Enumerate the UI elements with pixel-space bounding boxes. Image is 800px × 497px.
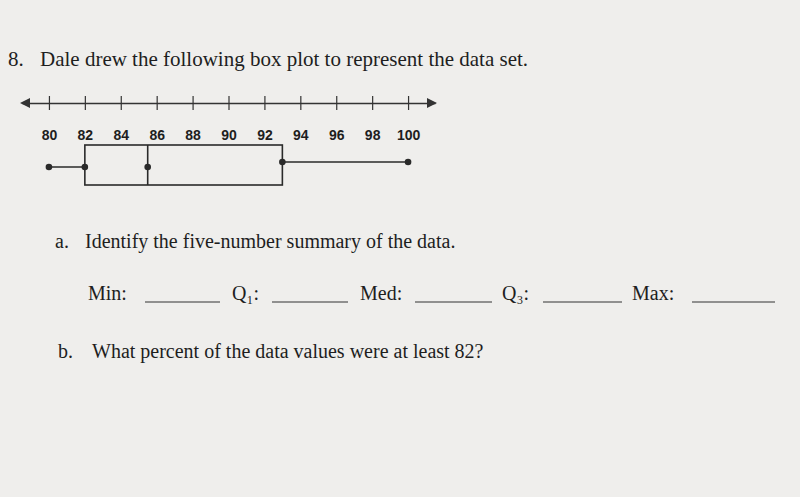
tick-label: 100 bbox=[397, 127, 421, 143]
number-line: 80 82 84 86 88 90 92 94 96 98 100 bbox=[23, 96, 436, 143]
tick: 100 bbox=[397, 96, 421, 143]
tick: 92 bbox=[257, 96, 273, 143]
tick-mark bbox=[372, 96, 373, 110]
blank-label: Max: bbox=[632, 282, 674, 304]
tick-label: 82 bbox=[78, 127, 94, 143]
answer-line bbox=[415, 302, 492, 303]
tick-mark bbox=[49, 96, 50, 110]
tick: 90 bbox=[221, 96, 237, 143]
q1-point bbox=[82, 164, 89, 171]
worksheet: 8. Dale drew the following box plot to re… bbox=[0, 0, 800, 497]
tick: 96 bbox=[329, 96, 345, 143]
tick-mark bbox=[121, 96, 122, 110]
lower-whisker bbox=[49, 166, 85, 168]
q3-point bbox=[279, 159, 286, 166]
question-number: 8. bbox=[8, 47, 24, 71]
tick: 80 bbox=[42, 96, 58, 143]
tick-label: 80 bbox=[42, 127, 58, 143]
question-text: Dale drew the following box plot to repr… bbox=[40, 47, 528, 71]
tick: 84 bbox=[113, 96, 129, 143]
arrowhead bbox=[20, 98, 30, 108]
tick-label: 96 bbox=[329, 127, 345, 143]
blank-label: Min: bbox=[88, 282, 127, 304]
tick: 94 bbox=[293, 96, 309, 143]
blank-label: Med: bbox=[360, 282, 402, 304]
tick-label: 88 bbox=[185, 127, 201, 143]
tick-mark bbox=[192, 96, 193, 110]
tick-mark bbox=[85, 96, 86, 110]
answer-line bbox=[543, 302, 622, 303]
arrowhead bbox=[427, 98, 437, 108]
upper-whisker bbox=[282, 161, 408, 163]
tick-label: 92 bbox=[257, 127, 273, 143]
tick: 98 bbox=[365, 96, 381, 143]
part-text: What percent of the data values were at … bbox=[92, 340, 484, 363]
max-point bbox=[405, 159, 412, 166]
tick: 88 bbox=[185, 96, 201, 143]
answer-line bbox=[145, 302, 220, 303]
median-point bbox=[144, 164, 151, 171]
tick-mark bbox=[264, 96, 265, 110]
tick-mark bbox=[300, 96, 301, 110]
answer-line bbox=[692, 302, 775, 303]
tick-mark bbox=[157, 96, 158, 110]
tick-label: 84 bbox=[113, 127, 129, 143]
min-point bbox=[46, 164, 53, 171]
tick-mark bbox=[228, 96, 229, 110]
answer-line bbox=[272, 302, 348, 303]
tick: 86 bbox=[149, 96, 165, 143]
tick-mark bbox=[336, 96, 337, 110]
part-text: Identify the five-number summary of the … bbox=[85, 230, 455, 253]
tick-label: 94 bbox=[293, 127, 309, 143]
part-label: a. bbox=[55, 230, 69, 252]
blank-label: Q₃: bbox=[502, 282, 529, 304]
tick-mark bbox=[408, 96, 409, 110]
box-plot bbox=[46, 145, 412, 185]
paper bbox=[0, 0, 800, 497]
part-label: b. bbox=[58, 340, 73, 362]
tick: 82 bbox=[78, 96, 94, 143]
tick-label: 98 bbox=[365, 127, 381, 143]
box bbox=[85, 145, 283, 185]
tick-label: 86 bbox=[149, 127, 165, 143]
tick-label: 90 bbox=[221, 127, 237, 143]
blank-label: Q₁: bbox=[232, 282, 259, 304]
